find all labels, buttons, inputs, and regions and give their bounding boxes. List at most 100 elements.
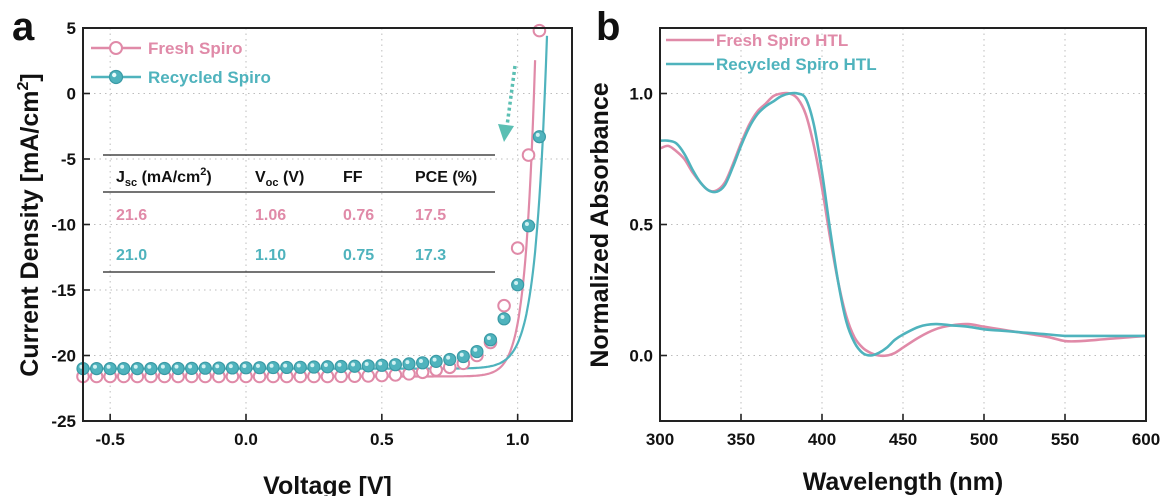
abs-xtick-label: 600 (1132, 430, 1160, 449)
jv-series (76, 23, 549, 384)
jv-point-highlight (378, 361, 383, 366)
jv-point-highlight (473, 347, 478, 352)
table-header-pce: PCE (%) (415, 169, 477, 186)
jv-point-recycled (532, 130, 547, 144)
jv-point-highlight (255, 363, 260, 368)
jv-point-recycled (456, 349, 470, 364)
legend-label-fresh: Fresh Spiro (148, 39, 242, 58)
jv-ylabel-sup: 2 (15, 82, 32, 91)
jv-point-highlight (120, 364, 125, 369)
jv-point-recycled (402, 357, 416, 371)
jv-point-recycled (443, 352, 457, 367)
table-cell: 1.06 (255, 207, 286, 224)
arrow-head (498, 124, 514, 142)
jv-point-recycled (239, 361, 253, 375)
jv-xtick-label: 0.5 (370, 430, 394, 449)
jv-point-recycled (521, 219, 536, 233)
abs-xtick-label: 550 (1051, 430, 1079, 449)
panel-a-letter: a (12, 5, 35, 49)
jv-point-highlight (296, 363, 301, 368)
jv-legend: Fresh Spiro Recycled Spiro (91, 39, 271, 87)
arrow-shaft (505, 65, 517, 127)
jv-point-highlight (535, 132, 540, 137)
abs-line-recycled (659, 91, 1146, 357)
absorbance-grid (659, 28, 1147, 421)
jv-ytick-label: -20 (51, 347, 76, 366)
jv-point-recycled (307, 360, 321, 374)
jv-point-recycled (388, 358, 403, 372)
jv-point-recycled (266, 360, 280, 375)
abs-xlabel: Wavelength (nm) (803, 468, 1003, 496)
abs-xtick-label: 350 (727, 430, 755, 449)
table-header-jsc: Jsc (mA/cm2) (116, 166, 212, 189)
legend-label-recycled: Recycled Spiro (148, 68, 271, 87)
jv-point-recycled (293, 360, 307, 374)
jv-xlabel: Voltage [V] (263, 472, 392, 496)
jv-point-highlight (337, 362, 342, 367)
jv-line-fresh (83, 60, 537, 378)
jv-point-recycled (334, 359, 348, 374)
absorbance-axes: 300 350 400 450 500 550 600 0.0 0.5 1.0 Wavelength… (586, 27, 1160, 496)
jv-point-highlight (364, 362, 369, 367)
jv-point-highlight (500, 315, 505, 320)
jv-point-recycled (361, 359, 375, 373)
jv-point-recycled (320, 360, 335, 374)
jv-xtick-label: -0.5 (96, 430, 125, 449)
jv-point-highlight (459, 352, 464, 357)
absorbance-series (659, 91, 1147, 358)
table-header-voc: Voc (V) (255, 169, 304, 189)
jv-point-highlight (486, 335, 491, 340)
abs-xtick-label: 450 (889, 430, 917, 449)
jv-point-highlight (524, 222, 529, 227)
absorbance-legend: Fresh Spiro HTL Recycled Spiro HTL (666, 31, 877, 74)
jv-point-recycled (511, 278, 525, 292)
jv-point-highlight (228, 364, 233, 369)
table-cell: 17.3 (415, 247, 446, 264)
jv-point-highlight (446, 355, 451, 360)
jv-point-fresh (497, 298, 511, 313)
jv-point-highlight (174, 364, 179, 369)
jv-axes: -0.5 0.0 0.5 1.0 -25 -20 -15 -10 -5 0 5 Voltage [V]… (15, 19, 573, 496)
pv-parameters-table: Jsc (mA/cm2) Voc (V) FF PCE (%) 21.6 1.06… (103, 154, 495, 273)
jv-grid (83, 28, 572, 421)
jv-ytick-label: -5 (61, 150, 76, 169)
absorbance-chart: 300 350 400 450 500 550 600 0.0 0.5 1.0 Wavelength… (586, 27, 1160, 496)
abs-legend-label-fresh: Fresh Spiro HTL (716, 31, 848, 50)
jv-point-recycled (198, 361, 212, 375)
jv-point-highlight (323, 362, 328, 367)
jv-point-highlight (147, 364, 152, 369)
legend-marker-fresh (109, 41, 123, 55)
legend-marker-recycled (108, 69, 124, 85)
table-cell: 1.10 (255, 247, 286, 264)
jv-ylabel-end: ] (16, 73, 44, 81)
abs-xtick-label: 300 (646, 430, 674, 449)
voc-shift-arrow (498, 65, 517, 142)
jv-point-highlight (242, 364, 247, 369)
jv-point-recycled (280, 360, 294, 375)
jv-chart: Jsc (mA/cm2) Voc (V) FF PCE (%) 21.6 1.06… (15, 19, 573, 496)
jv-point-recycled (415, 356, 430, 370)
jv-point-highlight (106, 364, 111, 369)
jv-point-recycled (103, 362, 117, 376)
jv-point-fresh (521, 148, 536, 162)
jv-ytick-label: -25 (51, 412, 76, 431)
jv-point-recycled (429, 354, 443, 368)
jv-point-highlight (188, 364, 193, 369)
jv-point-recycled (144, 362, 158, 376)
abs-legend-label-recycled: Recycled Spiro HTL (716, 55, 877, 74)
jv-xtick-label: 1.0 (506, 430, 530, 449)
abs-ytick-label: 0.0 (629, 347, 653, 366)
jv-point-recycled (252, 361, 267, 375)
jv-point-fresh (510, 241, 525, 255)
jv-point-highlight (160, 364, 165, 369)
jv-point-recycled (171, 361, 185, 376)
jv-point-recycled (89, 362, 104, 376)
jv-point-fresh (532, 23, 547, 38)
table-cell: 17.5 (415, 207, 446, 224)
jv-point-recycled (117, 362, 131, 376)
jv-point-highlight (351, 362, 356, 367)
table-cell: 21.0 (116, 247, 147, 264)
abs-ylabel: Normalized Absorbance (586, 82, 614, 367)
jv-point-recycled (375, 358, 389, 372)
jv-point-highlight (201, 364, 206, 369)
